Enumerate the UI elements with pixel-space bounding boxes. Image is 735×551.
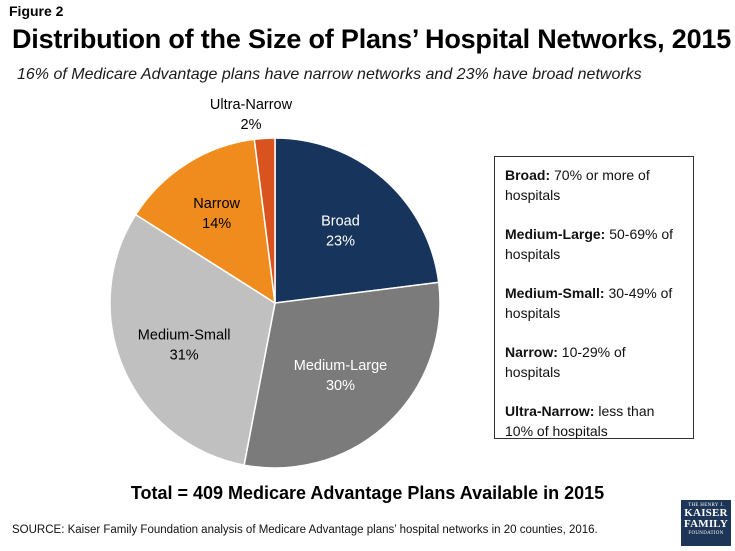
slice-label-value: 31% (170, 347, 199, 363)
legend-item-narrow: Narrow: 10-29% of hospitals (505, 342, 683, 382)
legend-desc: 30-49% of hospitals (505, 285, 673, 321)
chart-subtitle: 16% of Medicare Advantage plans have nar… (17, 66, 642, 83)
legend-item-medium-small: Medium-Small: 30-49% of hospitals (505, 283, 683, 323)
legend-item-ultra-narrow: Ultra-Narrow: less than 10% of hospitals (505, 401, 683, 441)
slice-label-category: Broad (321, 214, 360, 230)
logo-line4: FOUNDATION (688, 531, 724, 536)
slice-label-value: 2% (241, 117, 262, 133)
legend-desc: 70% or more of hospitals (505, 167, 650, 203)
pie-slice-broad (274, 137, 440, 304)
slice-label-value: 23% (326, 234, 355, 250)
legend-term: Medium-Small: (505, 285, 605, 301)
logo-line1: THE HENRY J. (688, 503, 724, 508)
pie-slice-narrow (134, 138, 276, 305)
chart-title: Distribution of the Size of Plans’ Hospi… (12, 24, 732, 54)
figure-label: Figure 2 (9, 3, 64, 19)
slice-label-category: Medium-Large (294, 358, 388, 374)
legend-box: Broad: 70% or more of hospitals Medium-L… (494, 156, 694, 439)
legend-desc: 50-69% of hospitals (505, 226, 674, 262)
slice-label-category: Medium-Small (138, 327, 231, 343)
legend-desc: less than 10% of hospitals (505, 403, 655, 439)
logo-line3: FAMILY (684, 518, 728, 530)
slice-label-category: Ultra-Narrow (210, 97, 293, 113)
legend-term: Narrow: (505, 344, 558, 360)
legend-term: Medium-Large: (505, 226, 606, 242)
pie-slice-medium-large (243, 281, 441, 469)
total-plans: Total = 409 Medicare Advantage Plans Ava… (130, 483, 605, 503)
slice-label-category: Narrow (193, 196, 240, 212)
kff-logo: THE HENRY J. KAISER FAMILY FOUNDATION (681, 500, 731, 546)
source-note: SOURCE: Kaiser Family Foundation analysi… (12, 524, 598, 536)
slice-label-value: 30% (326, 378, 355, 394)
pie-slice-ultra-narrow (253, 137, 276, 304)
legend-desc: 10-29% of hospitals (505, 344, 626, 380)
legend-term: Ultra-Narrow: (505, 403, 595, 419)
legend-term: Broad: (505, 167, 551, 183)
slice-label-value: 14% (202, 216, 231, 232)
legend-item-medium-large: Medium-Large: 50-69% of hospitals (505, 224, 683, 264)
legend-item-broad: Broad: 70% or more of hospitals (505, 165, 683, 205)
logo-line2: KAISER (684, 507, 728, 519)
